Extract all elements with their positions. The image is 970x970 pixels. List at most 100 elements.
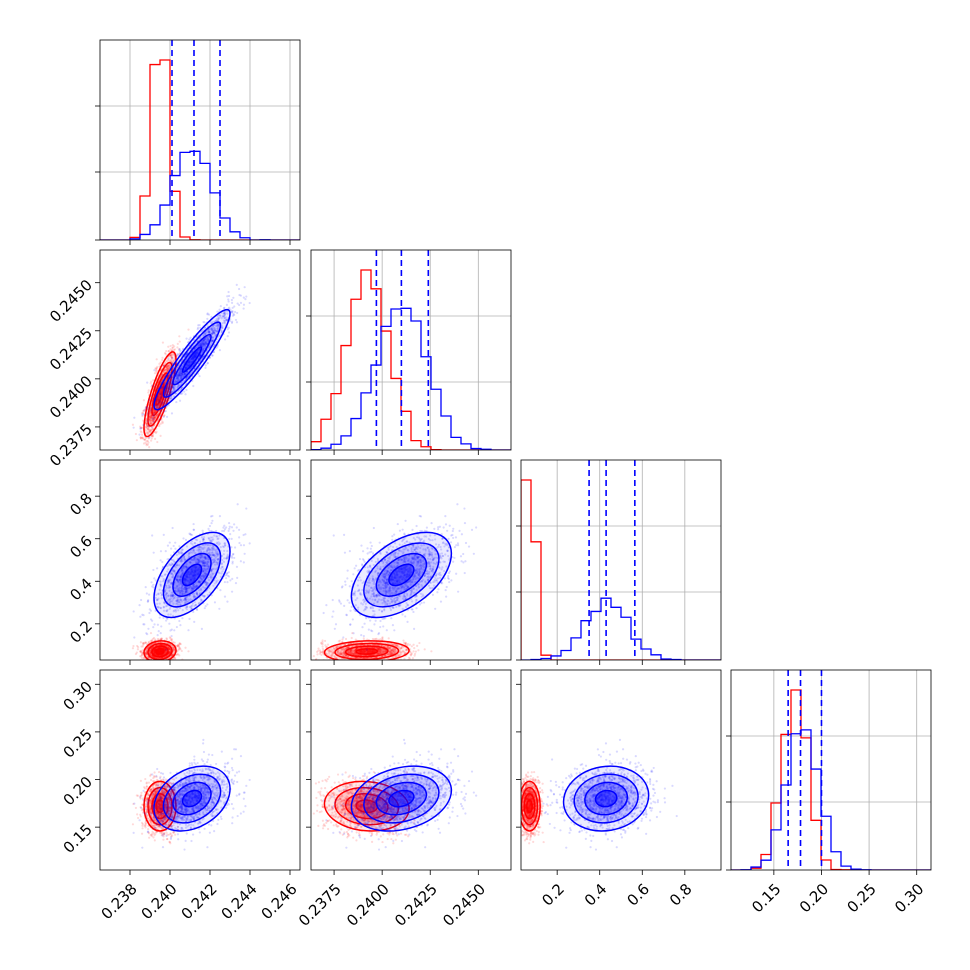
sample-point <box>159 607 163 610</box>
sample-point <box>213 557 216 560</box>
sample-point <box>145 422 149 425</box>
sample-point <box>172 648 175 651</box>
sample-point <box>184 366 187 370</box>
sample-point <box>168 384 171 387</box>
sample-point <box>214 555 217 558</box>
sample-point <box>231 306 234 309</box>
sample-point <box>193 577 196 580</box>
sample-point <box>221 325 224 328</box>
sample-point <box>195 539 199 542</box>
sample-point <box>177 371 180 374</box>
sample-point <box>141 437 144 440</box>
sample-point <box>145 653 148 656</box>
sample-point <box>193 353 196 356</box>
sample-point <box>158 362 161 365</box>
sample-point <box>191 551 194 554</box>
sample-point <box>211 329 214 332</box>
sample-point <box>199 343 202 347</box>
sample-point <box>184 579 187 582</box>
sample-point <box>167 368 170 371</box>
sample-point <box>202 537 205 541</box>
sample-point <box>196 546 199 549</box>
sample-point <box>221 545 225 548</box>
sample-point <box>164 381 167 384</box>
sample-point <box>133 416 136 419</box>
sample-point <box>170 639 173 642</box>
sample-point <box>157 650 160 654</box>
sample-point <box>194 574 197 577</box>
sample-point <box>202 550 206 554</box>
sample-point <box>169 344 172 348</box>
sample-point <box>145 439 148 443</box>
sample-point <box>209 515 213 518</box>
sample-point <box>199 601 202 604</box>
sample-point <box>141 645 144 648</box>
sample-point <box>201 347 205 351</box>
sample-point <box>143 641 147 644</box>
sample-point <box>154 416 157 419</box>
sample-point <box>180 373 183 376</box>
sample-point <box>186 576 189 579</box>
sample-point <box>152 625 155 629</box>
sample-point <box>173 569 176 573</box>
sample-point <box>153 651 156 654</box>
sample-point <box>156 633 159 637</box>
sample-point <box>146 431 149 434</box>
sample-point <box>189 336 192 339</box>
sample-point <box>160 391 163 394</box>
sample-point <box>155 661 157 663</box>
sample-point <box>170 355 173 359</box>
sample-point <box>198 548 201 551</box>
sample-point <box>186 370 189 374</box>
sample-point <box>137 454 139 456</box>
sample-point <box>162 616 165 620</box>
sample-point <box>145 422 148 426</box>
sample-point <box>155 660 157 662</box>
sample-point <box>149 418 152 421</box>
sample-point <box>172 596 175 599</box>
sample-point <box>178 348 181 351</box>
sample-point <box>146 655 149 658</box>
sample-point <box>159 410 162 413</box>
sample-point <box>213 328 217 331</box>
sample-point <box>154 417 157 420</box>
sample-point <box>171 353 175 356</box>
sample-point <box>230 537 233 540</box>
sample-point <box>151 419 155 422</box>
sample-point <box>223 312 226 315</box>
sample-point <box>200 560 203 563</box>
sample-point <box>167 350 170 353</box>
sample-point <box>152 416 155 419</box>
sample-point <box>145 426 149 429</box>
sample-point <box>212 548 215 551</box>
sample-point <box>168 647 171 650</box>
sample-point <box>152 650 156 653</box>
sample-point <box>171 594 174 597</box>
sample-point <box>223 557 226 560</box>
sample-point <box>167 364 170 367</box>
sample-point <box>185 565 188 568</box>
sample-point <box>161 575 164 578</box>
sample-point <box>173 359 176 362</box>
sample-point <box>238 536 241 539</box>
sample-point <box>151 384 154 387</box>
sample-point <box>211 546 214 550</box>
sample-point <box>170 634 173 638</box>
sample-point <box>176 377 180 380</box>
sample-point <box>152 419 155 422</box>
sample-point <box>185 573 188 576</box>
sample-point <box>231 311 234 314</box>
sample-point <box>207 536 210 540</box>
sample-point <box>172 544 175 548</box>
sample-point <box>167 580 170 583</box>
sample-point <box>171 349 174 352</box>
sample-point <box>142 642 146 645</box>
sample-point <box>211 329 214 332</box>
sample-point <box>192 356 195 359</box>
sample-point <box>169 388 172 391</box>
sample-point <box>147 426 151 429</box>
sample-point <box>149 415 152 419</box>
sample-point <box>205 581 208 584</box>
sample-point <box>170 644 173 647</box>
sample-point <box>185 589 188 592</box>
